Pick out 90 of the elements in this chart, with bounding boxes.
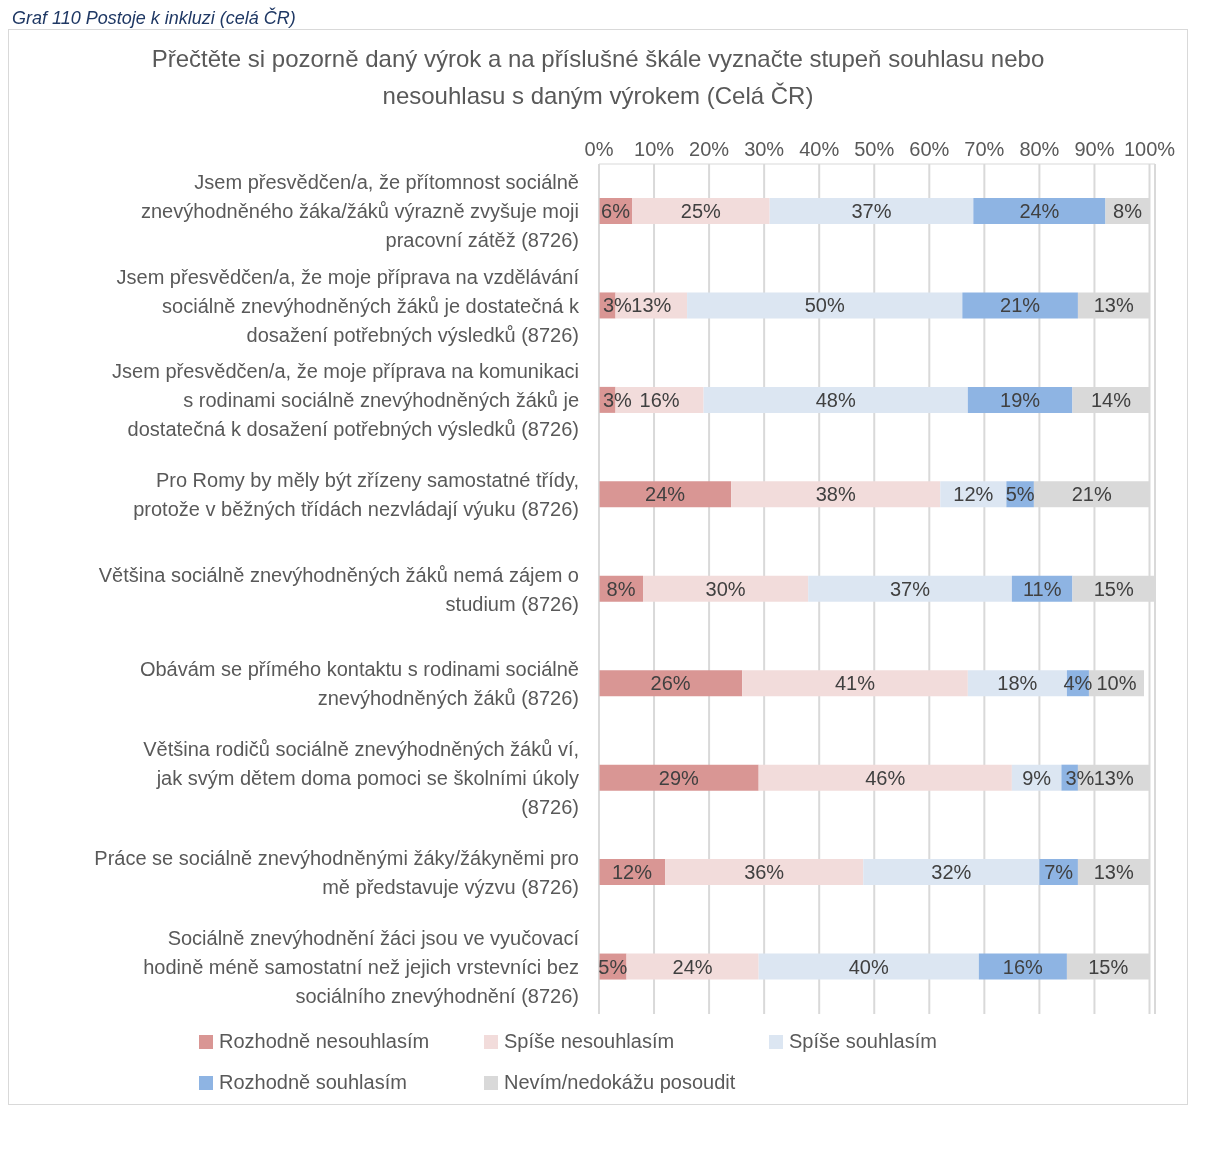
data-label: 3% [603,388,633,411]
bar [758,764,1012,791]
data-label: 16% [639,388,680,411]
data-label: 3% [603,294,633,317]
data-label: 13% [1093,766,1134,789]
data-label: 40% [848,955,889,978]
bar [863,859,1040,886]
data-label: 37% [851,200,892,222]
data-label: 18% [997,672,1038,695]
bar [962,292,1078,319]
bar [742,670,968,697]
data-label: 36% [744,861,785,884]
x-tick-label: 100% [1123,138,1176,160]
y-tick-label: Obávám se přímého kontaktu s rodinami sociálně znevýhodněných žáků (8726) [139,657,579,709]
data-label: 14% [1090,388,1132,411]
legend-label: Spíše souhlasím [789,1030,937,1053]
data-label: 48% [815,388,856,411]
data-label: 24% [645,483,686,506]
legend-label: Nevím/nedokážu posoudit [504,1071,736,1094]
legend-label: Rozhodně nesouhlasím [219,1030,430,1053]
bar [643,575,809,602]
data-label: 6% [601,200,631,222]
data-label: 38% [815,483,856,506]
data-label: 13% [1093,861,1134,884]
text: Graf 110 Postoje k inkluzi (celá ČR) [11,8,297,29]
data-label: 12% [612,861,653,884]
data-label: 5% [598,955,628,978]
data-label: 16% [1002,955,1044,978]
legend-label: Spíše nesouhlasím [504,1030,675,1053]
x-tick-label: 50% [854,138,895,160]
x-tick-label: 10% [634,138,675,160]
data-label: 19% [1000,388,1041,411]
y-tick-label: Většina sociálně znevýhodněných žáků nemá zájem o studium (8726) [98,563,579,615]
data-label: 26% [650,672,691,695]
data-label: 5% [1005,483,1035,506]
x-tick-label: 70% [964,138,1005,160]
data-label: 25% [680,200,722,222]
bar [626,953,759,980]
data-label: 29% [658,766,700,789]
chart-title: Přečtěte si pozorně daný výrok a na příslušné škále vyznačte stupeň souhlasu nebo nesouhlasu s daným výrokem (Celá ČR) [150,44,1046,111]
data-label: 13% [1093,294,1134,317]
bar [769,198,974,224]
data-label: 8% [1113,200,1143,222]
data-label: 21% [1071,483,1112,506]
x-tick-label: 20% [689,138,730,160]
bar [665,859,864,886]
y-tick-label: Většina rodičů sociálně znevýhodněných žáků ví, jak svým dětem doma pomoci se školními úkoly (8726) [143,737,579,818]
data-label: 32% [931,861,972,884]
bar [599,670,743,697]
x-tick-label: 60% [909,138,950,160]
data-label: 3% [1065,766,1095,789]
data-label: 11% [1022,577,1062,600]
bar [599,764,759,791]
y-tick-label: Sociálně znevýhodnění žáci jsou ve vyučovací hodině méně samostatní než jejich vrstevníci bez sociálního znevýhodnění (8726) [143,926,580,1007]
bar [808,575,1012,602]
bar [973,198,1106,224]
y-tick-label: Jsem přesvědčen/a, že moje příprava na vzdělávání sociálně znevýhodněných žáků je dostatečná k dosažení potřebných výsledků (8726) [116,265,580,346]
data-label: 50% [804,294,845,317]
data-label: 30% [705,577,746,600]
bar [599,481,732,508]
legend-label: Rozhodně souhlasím [219,1071,407,1094]
data-label: 24% [1019,200,1060,222]
data-label: 10% [1096,672,1137,695]
data-label: 8% [606,577,636,600]
data-label: 13% [631,294,672,317]
data-label: 12% [953,483,994,506]
y-tick-label: Práce se sociálně znevýhodněnými žáky/žákyněmi pro mě představuje výzvu (8726) [94,846,579,898]
bar [632,198,770,224]
x-tick-label: 0% [584,138,614,160]
x-tick-label: 30% [744,138,785,160]
data-label: 21% [1000,294,1041,317]
data-label: 9% [1022,766,1052,789]
data-label: 41% [834,672,876,695]
y-tick-label: Jsem přesvědčen/a, že moje příprava na komunikaci s rodinami sociálně znevýhodněných žáků je dostatečná k dosažení potřebných výsledků (8726) [112,360,579,441]
x-tick-label: 80% [1019,138,1060,160]
bar [731,481,941,508]
data-label: 46% [865,766,906,789]
bar [758,953,979,980]
data-label: 37% [890,577,931,600]
data-label: 4% [1063,672,1093,695]
x-tick-label: 90% [1074,138,1115,160]
data-label: 15% [1093,577,1134,600]
data-label: 7% [1044,861,1074,884]
bar [687,292,963,319]
y-tick-label: Pro Romy by měly být zřízeny samostatné třídy, protože v běžných třídách nezvládají výuku (8726) [133,469,579,521]
bar [703,386,968,413]
data-label: 24% [672,955,713,978]
y-tick-label: Jsem přesvědčen/a, že přítomnost sociálně znevýhodněného žáka/žáků výrazně zvyšuje moji pracovní zátěž (8726) [140,171,579,252]
x-tick-label: 40% [799,138,840,160]
data-label: 15% [1088,955,1129,978]
